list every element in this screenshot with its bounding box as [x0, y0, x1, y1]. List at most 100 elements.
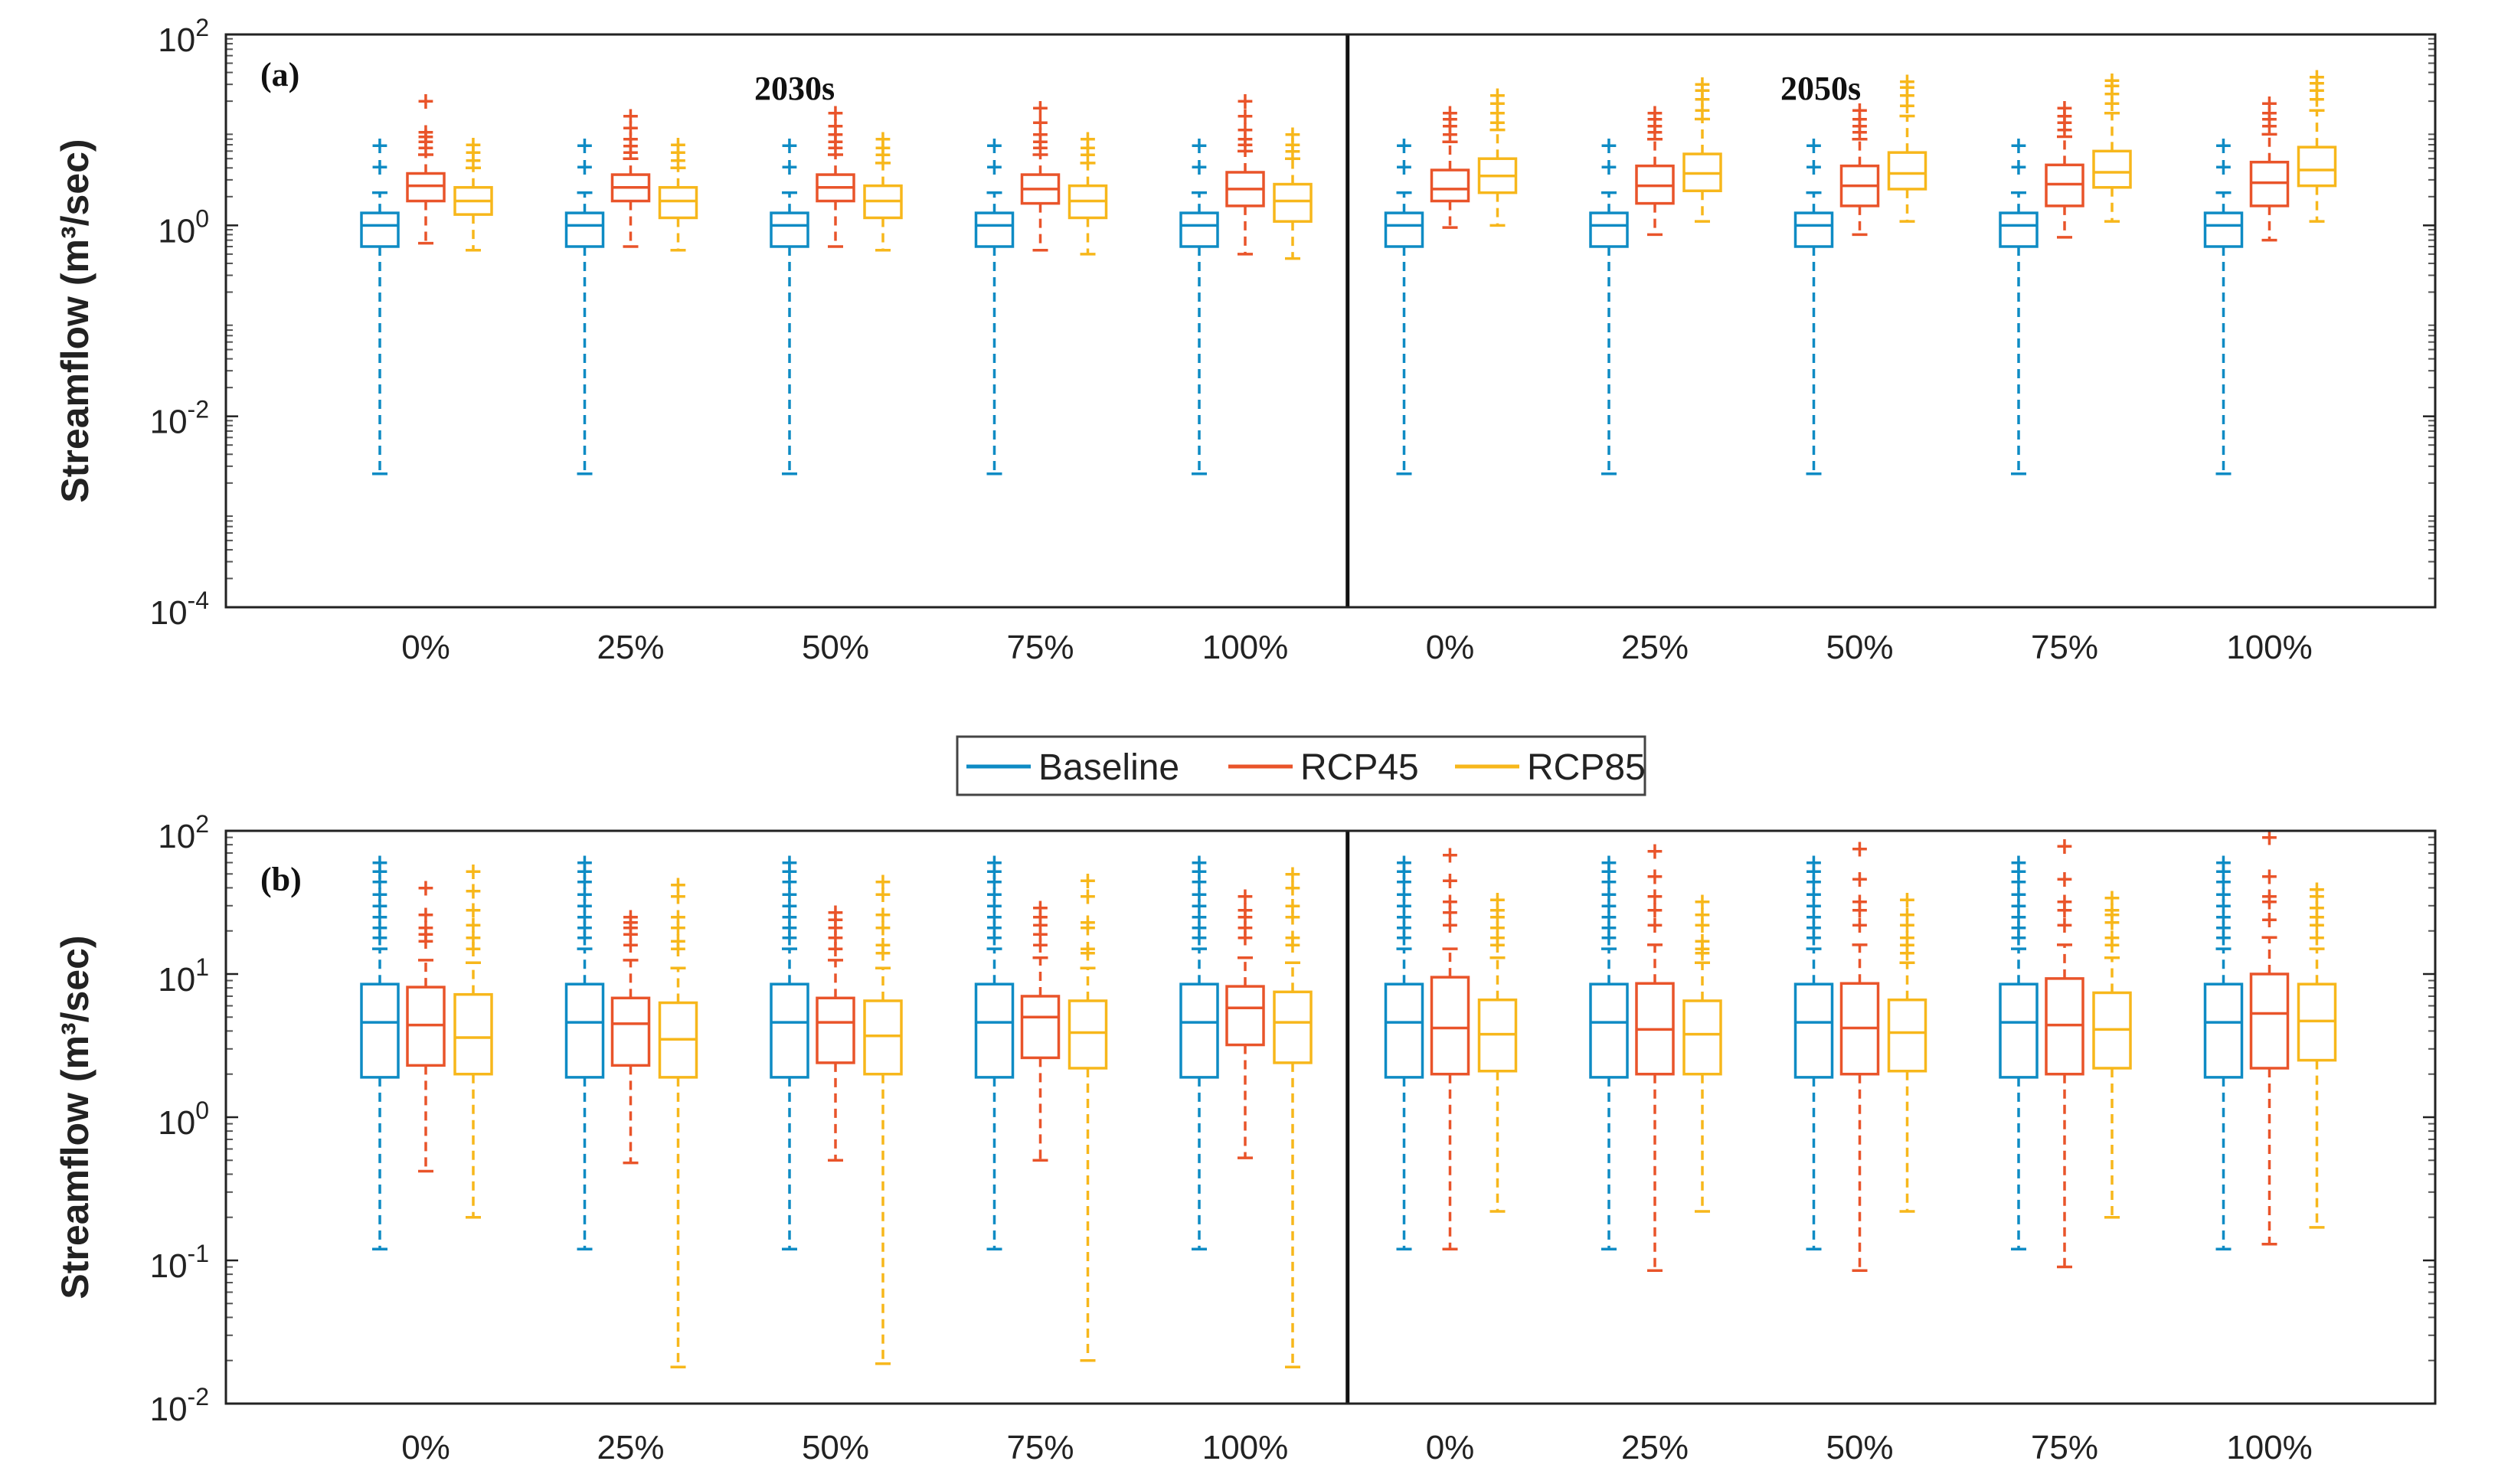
outlier-marker: + — [2102, 90, 2121, 117]
outlier-marker: + — [575, 915, 594, 942]
box — [1020, 995, 1061, 1060]
x-tick-label: 0% — [401, 1429, 450, 1466]
outlier-marker: + — [669, 139, 688, 166]
x-tick-label: 25% — [597, 1429, 664, 1466]
outlier-marker: + — [1599, 915, 1618, 942]
outlier-marker: + — [416, 135, 435, 162]
outlier-marker: + — [463, 147, 482, 174]
outlier-marker: + — [2214, 881, 2233, 908]
outlier-marker: + — [1235, 924, 1254, 951]
outlier-marker: + — [463, 878, 482, 905]
box — [1068, 999, 1108, 1070]
outlier-marker: + — [2307, 86, 2326, 113]
panel-a-label: (a) — [260, 56, 299, 93]
outlier-marker: + — [1189, 924, 1208, 951]
outlier-marker: + — [1850, 113, 1869, 140]
box — [1225, 985, 1265, 1047]
outlier-marker: + — [575, 924, 594, 951]
outlier-marker: + — [985, 132, 1004, 159]
y-tick-label: 100 — [158, 1097, 209, 1142]
box — [1273, 990, 1313, 1064]
box — [658, 185, 698, 220]
outlier-marker: + — [1440, 106, 1460, 132]
outlier-marker: + — [1235, 88, 1254, 115]
outlier-marker: + — [2260, 106, 2279, 132]
box — [1793, 211, 1834, 248]
outlier-marker: + — [826, 915, 845, 942]
outlier-marker: + — [621, 115, 640, 142]
outlier-marker: + — [826, 936, 845, 963]
outlier-marker: + — [2214, 869, 2233, 896]
box — [1887, 998, 1927, 1073]
outlier-marker: + — [1804, 881, 1823, 908]
outlier-marker: + — [1645, 838, 1664, 865]
outlier-marker: + — [1078, 142, 1097, 168]
outlier-marker: + — [1850, 835, 1869, 862]
outlier-marker: + — [1804, 869, 1823, 896]
x-tick-label: 75% — [1006, 1429, 1074, 1466]
outlier-marker: + — [1189, 881, 1208, 908]
outlier-marker: + — [826, 135, 845, 162]
outlier-marker: + — [2307, 70, 2326, 96]
outlier-marker: + — [873, 915, 892, 942]
outlier-marker: + — [1692, 86, 1712, 113]
outlier-marker: + — [2214, 849, 2233, 876]
box — [1999, 982, 2039, 1079]
outlier-marker: + — [985, 869, 1004, 896]
x-tick-label: 25% — [1621, 629, 1689, 666]
outlier-marker: + — [370, 924, 389, 951]
box — [360, 211, 400, 248]
outlier-marker: + — [416, 915, 435, 942]
box — [863, 999, 903, 1076]
outlier-marker: + — [873, 901, 892, 928]
outlier-marker: + — [1898, 83, 1917, 110]
outlier-marker: + — [1440, 899, 1460, 926]
outlier-marker: + — [1599, 858, 1618, 885]
outlier-marker: + — [621, 133, 640, 160]
box — [1430, 976, 1470, 1076]
outlier-marker: + — [669, 883, 688, 910]
outlier-marker: + — [669, 904, 688, 931]
outlier-marker: + — [1898, 912, 1917, 939]
outlier-marker: + — [985, 893, 1004, 920]
outlier-marker: + — [1599, 849, 1618, 876]
outlier-marker: + — [1031, 95, 1050, 122]
outlier-marker: + — [1031, 129, 1050, 155]
outlier-marker: + — [621, 932, 640, 959]
outlier-marker: + — [1394, 858, 1414, 885]
outlier-marker: + — [1488, 897, 1507, 923]
outlier-marker: + — [2307, 64, 2326, 90]
outlier-marker: + — [1394, 924, 1414, 951]
outlier-marker: + — [1645, 119, 1664, 145]
outlier-marker: + — [2260, 113, 2279, 140]
outlier-marker: + — [1850, 889, 1869, 916]
outlier-marker: + — [1394, 154, 1414, 181]
outlier-marker: + — [1488, 90, 1507, 117]
outlier-marker: + — [873, 142, 892, 168]
outlier-marker: + — [1898, 940, 1917, 967]
outlier-marker: + — [370, 881, 389, 908]
outlier-marker: + — [1031, 904, 1050, 931]
outlier-marker: + — [1078, 936, 1097, 963]
outlier-marker: + — [669, 871, 688, 898]
x-tick-label: 75% — [2031, 1429, 2098, 1466]
outlier-marker: + — [1440, 842, 1460, 868]
outlier-marker: + — [1189, 849, 1208, 876]
outlier-marker: + — [780, 915, 799, 942]
outlier-marker: + — [1645, 106, 1664, 132]
x-tick-label: 50% — [1826, 629, 1893, 666]
box — [974, 211, 1015, 248]
y-tick-label: 10-1 — [150, 1240, 209, 1285]
outlier-marker: + — [1189, 915, 1208, 942]
outlier-marker: + — [1235, 103, 1254, 129]
outlier-marker: + — [2055, 912, 2074, 939]
outlier-marker: + — [873, 940, 892, 967]
outlier-marker: + — [2009, 132, 2028, 159]
outlier-marker: + — [1283, 874, 1302, 901]
box — [1384, 211, 1424, 248]
outlier-marker: + — [1189, 869, 1208, 896]
x-tick-label: 75% — [2031, 629, 2098, 666]
outlier-marker: + — [1488, 932, 1507, 959]
outlier-marker: + — [1804, 132, 1823, 159]
box — [564, 211, 605, 248]
